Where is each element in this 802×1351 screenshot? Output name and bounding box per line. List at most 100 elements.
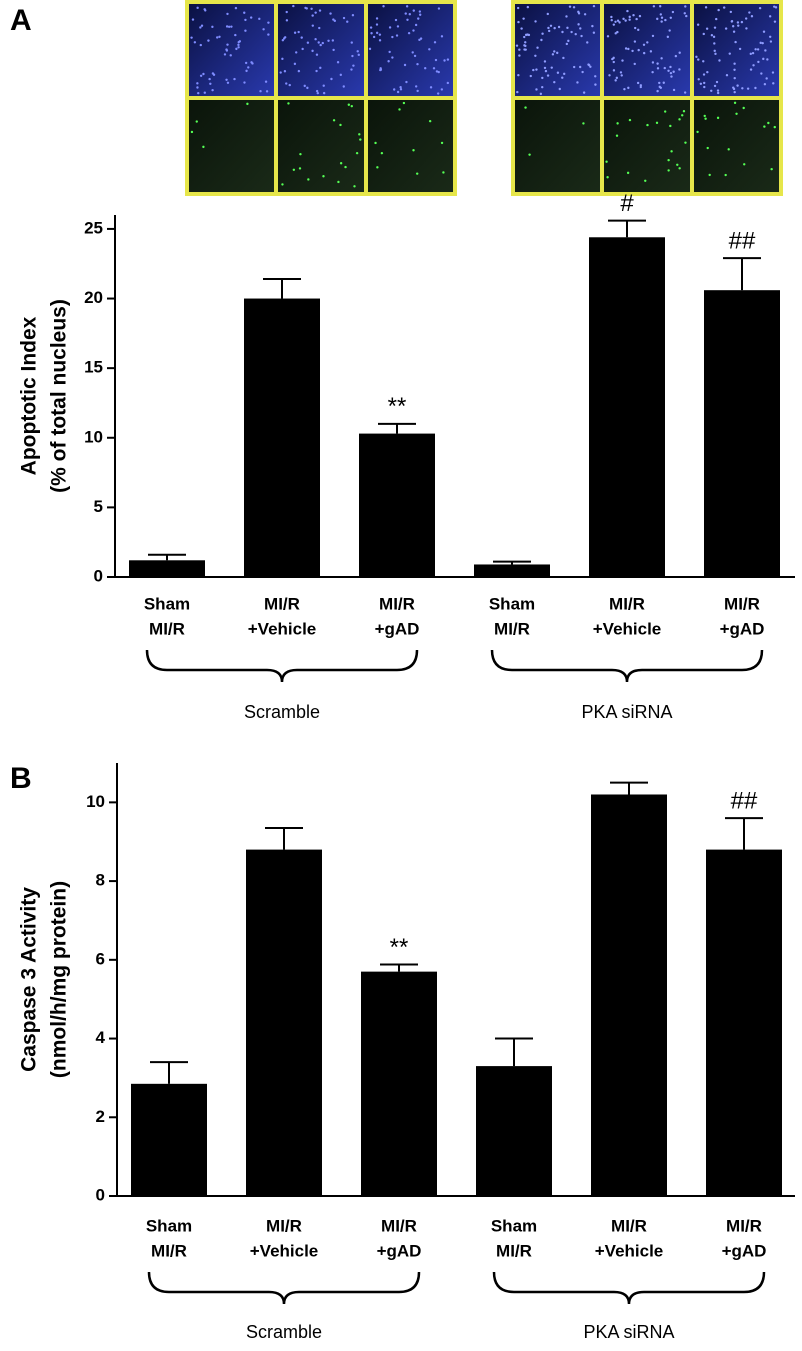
cell-dot	[706, 146, 709, 150]
group-label: Scramble	[244, 702, 320, 722]
cell-dot	[672, 88, 676, 92]
cell-dot	[612, 69, 616, 72]
cell-dot	[244, 61, 248, 65]
cell-dot	[351, 14, 355, 17]
cell-dot	[633, 40, 637, 43]
cell-dot	[683, 91, 687, 94]
cell-dot	[684, 141, 687, 144]
cell-dot	[710, 89, 713, 92]
cell-dot	[342, 16, 346, 20]
cell-dot	[577, 23, 580, 26]
cell-dot	[207, 39, 210, 42]
cell-dot	[773, 5, 776, 8]
cell-dot	[695, 55, 698, 59]
cell-dot	[226, 12, 229, 16]
group-bracket	[492, 1271, 766, 1305]
cell-dot	[339, 73, 343, 77]
cell-dot	[306, 86, 309, 90]
cell-dot	[744, 17, 748, 20]
cell-dot	[727, 148, 730, 151]
group-label: PKA siRNA	[581, 702, 672, 722]
cell-dot	[572, 65, 576, 69]
cell-dot	[750, 15, 754, 18]
cell-dot	[314, 37, 317, 41]
cell-dot	[443, 59, 446, 62]
cell-dot	[199, 43, 202, 47]
cell-dot	[618, 21, 621, 24]
cell-dot	[370, 32, 373, 35]
cell-dot	[523, 48, 526, 51]
cell-dot	[416, 89, 419, 93]
cell-dot	[610, 15, 613, 19]
cell-dot	[697, 58, 700, 61]
x-tick-label: MI/R	[496, 1241, 532, 1260]
cell-dot	[703, 81, 706, 85]
cell-dot	[710, 33, 714, 37]
cell-dot	[347, 103, 351, 106]
cell-dot	[267, 33, 270, 36]
cell-dot	[414, 23, 418, 27]
cell-dot	[358, 133, 361, 136]
cell-dot	[546, 12, 549, 16]
x-tick-label: Sham	[144, 594, 190, 613]
cell-dot	[316, 91, 320, 95]
cell-dot	[267, 21, 270, 24]
cell-dot	[230, 25, 233, 28]
cell-dot	[547, 26, 550, 30]
cell-dot	[428, 48, 431, 51]
cell-dot	[678, 118, 681, 121]
cell-dot	[434, 58, 438, 62]
cell-dot	[322, 84, 325, 87]
significance-label: ##	[731, 787, 758, 814]
cell-dot	[594, 83, 597, 86]
cell-dot	[307, 178, 310, 181]
cell-dot	[663, 110, 667, 113]
cell-dot	[678, 68, 681, 71]
cell-dot	[616, 122, 619, 125]
cell-dot	[749, 52, 752, 56]
cell-dot	[211, 72, 215, 75]
cell-dot	[406, 18, 409, 21]
cell-dot	[281, 57, 284, 61]
cell-dot	[285, 82, 288, 85]
cell-dot	[670, 150, 673, 153]
cell-dot	[225, 25, 229, 28]
cell-dot	[733, 62, 736, 65]
cell-dot	[203, 8, 206, 11]
cell-dot	[557, 25, 561, 29]
cell-dot	[211, 88, 214, 92]
cell-dot	[412, 29, 415, 32]
cell-dot	[763, 125, 766, 128]
x-tick-label: MI/R	[609, 594, 645, 613]
cell-dot	[306, 41, 310, 44]
cell-dot	[416, 62, 419, 66]
cell-dot	[589, 65, 592, 68]
cell-dot	[606, 35, 610, 38]
cell-dot	[234, 6, 238, 10]
cell-dot	[729, 10, 733, 14]
cell-dot	[446, 81, 450, 85]
cell-dot	[282, 37, 286, 40]
cell-dot	[229, 54, 232, 57]
cell-dot	[642, 51, 646, 55]
cell-dot	[732, 30, 736, 33]
cell-dot	[408, 12, 411, 16]
cell-dot	[305, 7, 308, 10]
group-label: PKA siRNA	[583, 1322, 674, 1342]
cell-dot	[678, 167, 681, 170]
x-tick-label: +gAD	[722, 1241, 767, 1260]
cell-dot	[543, 66, 547, 70]
cell-dot	[659, 5, 662, 8]
cell-dot	[297, 30, 300, 34]
cell-dot	[565, 15, 568, 18]
cell-dot	[292, 168, 296, 171]
cell-dot	[664, 18, 667, 22]
cell-dot	[615, 134, 619, 137]
cell-dot	[581, 70, 584, 74]
cell-dot	[404, 12, 407, 15]
cell-dot	[757, 60, 760, 64]
bar	[591, 794, 667, 1196]
cell-dot	[429, 86, 433, 89]
cell-dot	[697, 78, 700, 81]
cell-dot	[736, 84, 739, 87]
